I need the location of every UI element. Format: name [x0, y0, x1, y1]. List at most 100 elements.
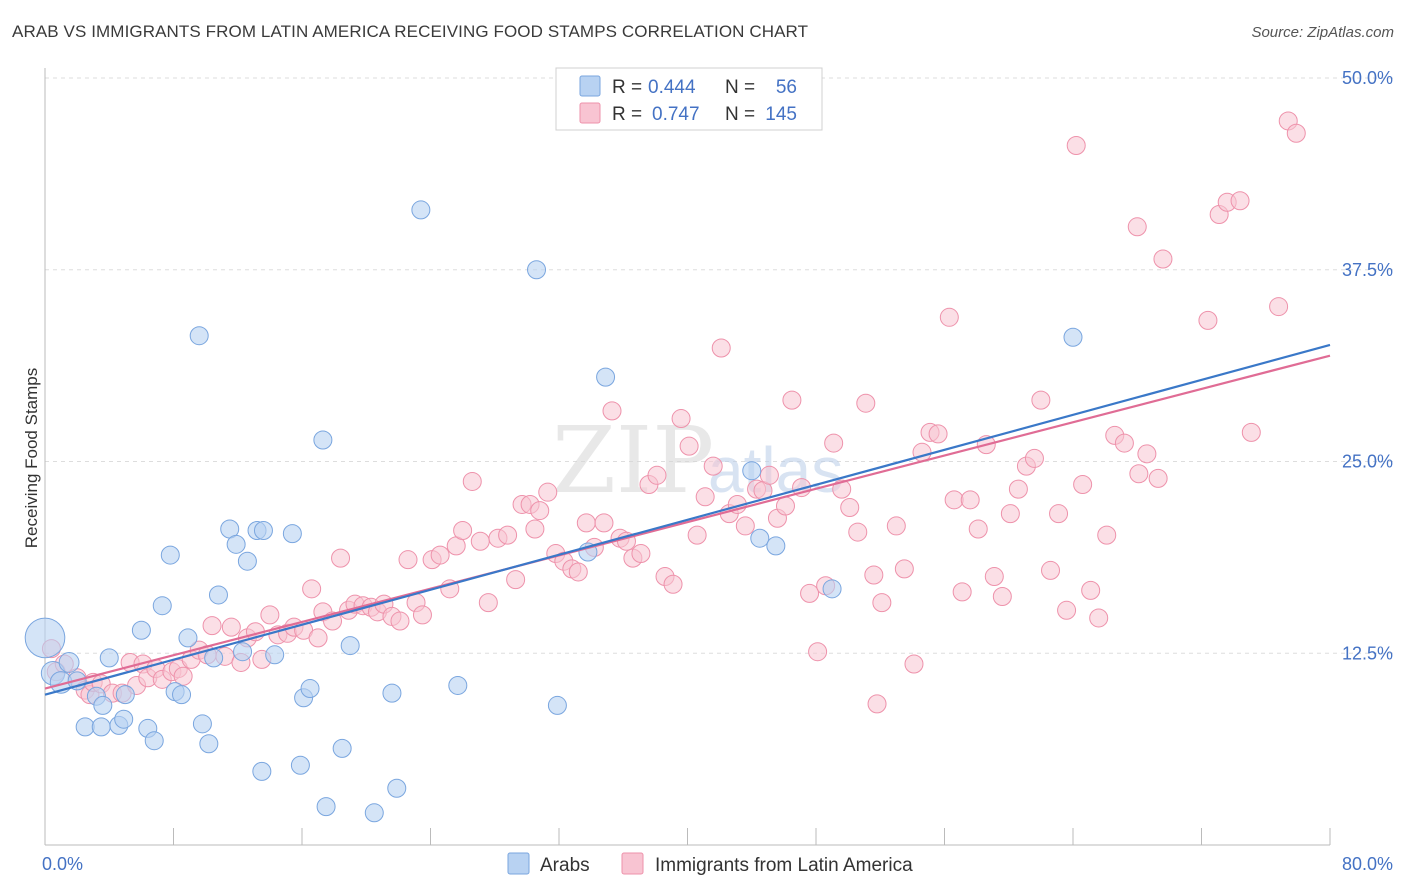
latin-point-64: [530, 501, 550, 521]
legend-n-value-latin: 145: [765, 104, 797, 125]
latin-point-114: [939, 307, 959, 327]
latin-point-122: [1000, 504, 1020, 524]
legend-r-value-arabs: 0.444: [648, 77, 696, 98]
latin-point-90: [735, 516, 755, 536]
arabs-point-37: [300, 679, 320, 699]
latin-point-129: [1057, 600, 1077, 620]
legend-r-label-arabs: R =: [612, 77, 642, 98]
latin-point-118: [968, 519, 988, 539]
arabs-point-54: [822, 579, 842, 599]
tick-labels: 12.5% 25.0% 37.5% 50.0% 0.0% 80.0%: [42, 68, 1393, 874]
arabs-point-47: [527, 260, 547, 280]
arabs-point-28: [233, 642, 253, 662]
latin-point-148: [1286, 123, 1306, 143]
latin-point-46: [390, 611, 410, 631]
latin-point-136: [1114, 433, 1134, 453]
latin-point-95: [775, 496, 795, 516]
latin-point-117: [960, 490, 980, 510]
latin-point-104: [848, 522, 868, 542]
latin-point-65: [538, 482, 558, 502]
arabs-point-9: [99, 648, 119, 668]
series-latin-points: [41, 111, 1306, 714]
arabs-point-42: [364, 803, 384, 823]
arabs-point-34: [282, 524, 302, 544]
arabs-point-3: [58, 652, 80, 673]
legend-n-label-latin: N =: [725, 104, 755, 125]
latin-point-18: [173, 666, 193, 686]
latin-point-149: [1230, 191, 1250, 211]
arabs-point-45: [411, 200, 431, 220]
watermark-zip: ZIP: [552, 407, 714, 514]
latin-point-121: [992, 586, 1012, 606]
latin-point-98: [800, 583, 820, 603]
trend-line-arabs: [44, 343, 1331, 696]
arabs-point-20: [178, 628, 198, 648]
latin-point-103: [840, 498, 860, 518]
arabs-point-31: [253, 521, 273, 541]
latin-point-110: [904, 654, 924, 674]
arabs-point-35: [290, 755, 310, 775]
latin-point-133: [1089, 608, 1109, 628]
bottom-legend-label-arabs: Arabs: [540, 855, 590, 876]
y-tick-label-2: 37.5%: [1342, 260, 1393, 280]
latin-point-130: [1066, 135, 1086, 155]
arabs-point-19: [172, 685, 192, 705]
y-axis-title: Receiving Food Stamps: [22, 368, 41, 548]
latin-point-126: [1031, 390, 1051, 410]
latin-point-107: [872, 593, 892, 613]
arabs-point-46: [448, 675, 468, 695]
latin-point-106: [864, 565, 884, 585]
latin-point-142: [1198, 310, 1218, 330]
latin-point-56: [470, 531, 490, 551]
bottom-legend-swatch-latin: [621, 852, 644, 875]
latin-point-70: [576, 513, 596, 533]
latin-point-128: [1049, 504, 1069, 524]
source-label: Source: ZipAtlas.com: [1251, 24, 1394, 41]
arabs-point-7: [91, 717, 111, 737]
latin-point-146: [1269, 297, 1289, 317]
latin-point-34: [302, 579, 322, 599]
arabs-point-5: [75, 717, 95, 737]
axes: [44, 68, 1331, 846]
top-legend: R = 0.444 N = 56 R = 0.747 N = 145: [555, 67, 823, 131]
latin-point-102: [832, 479, 852, 499]
arabs-point-16: [152, 596, 172, 616]
latin-point-54: [453, 521, 473, 541]
y-tick-label-3: 50.0%: [1342, 68, 1393, 88]
arabs-point-51: [742, 461, 762, 481]
latin-point-123: [1008, 479, 1028, 499]
latin-point-99: [808, 642, 828, 662]
arabs-point-44: [387, 778, 407, 798]
arabs-point-41: [340, 636, 360, 656]
bottom-legend-swatch-arabs: [507, 852, 530, 875]
bottom-legend-label-latin: Immigrants from Latin America: [655, 855, 913, 876]
arabs-point-43: [382, 683, 402, 703]
arabs-point-52: [750, 528, 770, 548]
latin-point-120: [984, 567, 1004, 587]
arabs-point-27: [226, 534, 246, 554]
latin-point-101: [824, 433, 844, 453]
arabs-point-0: [24, 617, 66, 659]
latin-point-69: [568, 562, 588, 582]
x-tick-label-0: 0.0%: [42, 854, 83, 874]
latin-point-86: [703, 456, 723, 476]
x-tick-label-1: 80.0%: [1342, 854, 1393, 874]
chart-title: ARAB VS IMMIGRANTS FROM LATIN AMERICA RE…: [12, 22, 809, 41]
latin-point-127: [1041, 560, 1061, 580]
latin-point-49: [412, 605, 432, 625]
latin-point-47: [398, 550, 418, 570]
latin-point-73: [602, 401, 622, 421]
latin-point-77: [631, 544, 651, 564]
latin-point-82: [671, 409, 691, 429]
arabs-point-12: [115, 685, 135, 705]
latin-point-132: [1081, 580, 1101, 600]
latin-point-51: [430, 545, 450, 565]
latin-point-35: [308, 628, 328, 648]
latin-point-87: [711, 338, 731, 358]
arabs-point-55: [1063, 327, 1083, 347]
latin-point-57: [478, 593, 498, 613]
arabs-point-53: [766, 536, 786, 556]
latin-point-115: [944, 490, 964, 510]
latin-point-109: [894, 559, 914, 579]
